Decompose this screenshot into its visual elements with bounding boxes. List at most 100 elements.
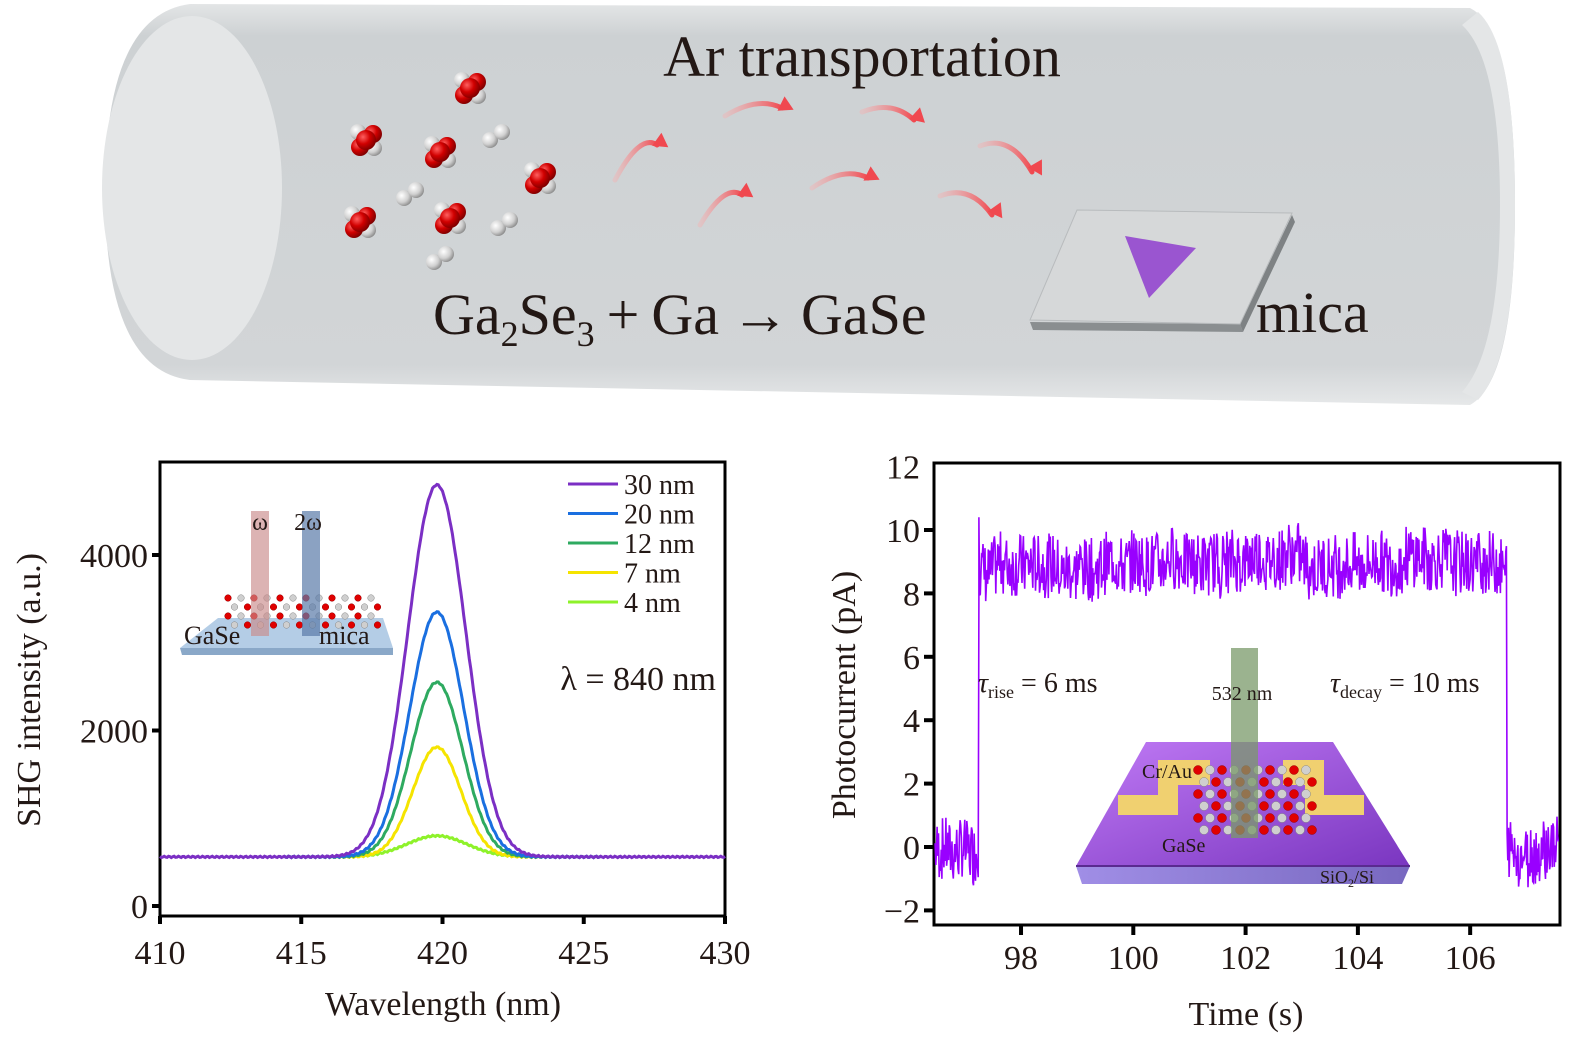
y-tick-label: 0: [903, 830, 920, 867]
ga-atom: [289, 612, 297, 620]
reaction-arrow-icon: →: [731, 282, 789, 347]
legend-label: 30 nm: [624, 470, 695, 501]
reactant-ga-metal: Ga: [651, 282, 719, 347]
ga-atom: [341, 594, 349, 602]
ga-atom: [282, 603, 291, 611]
se-atom: [328, 612, 336, 620]
y-tick-label: 12: [886, 450, 920, 487]
ga-atom: [237, 612, 245, 620]
se-atom: [1307, 825, 1317, 835]
se-atom: [276, 612, 284, 620]
legend-label: 7 nm: [624, 559, 681, 590]
ga-atom: [1199, 801, 1209, 811]
omega-label: ω: [252, 510, 268, 536]
wavelength-annotation: λ = 840 nm: [560, 661, 716, 698]
ga2se3-molecule: [344, 206, 376, 238]
se-atom: [373, 603, 382, 611]
se-atom: [1193, 789, 1203, 799]
subscript-2: 2: [501, 314, 519, 354]
ga-atom: [341, 612, 349, 620]
se-atom: [1307, 801, 1317, 811]
photocurrent-chart: 98 100 102 104 106 −2 0 2 4 6 8 10 12 Photocurrent (…: [826, 450, 1562, 1033]
ga-atom: [334, 621, 343, 629]
x-tick-label: 415: [276, 935, 327, 972]
ga-atom: [1199, 777, 1209, 787]
x-tick-label: 102: [1220, 940, 1271, 977]
ga-atom-pair: [490, 212, 518, 236]
substrate-sio: SiO: [1320, 867, 1348, 887]
flow-arrow-icon: [697, 182, 754, 228]
x-tick-label: 104: [1332, 940, 1383, 977]
photocurrent-ylabel: Photocurrent (pA): [826, 571, 863, 819]
se-atom: [347, 603, 356, 611]
reaction-equation: Ga2Se3 + Ga → GaSe: [433, 282, 927, 354]
substrate-si: /Si: [1354, 867, 1374, 887]
ga-atom: [1277, 813, 1287, 823]
se-atom: [1265, 789, 1275, 799]
ga2se3-molecule: [524, 162, 556, 194]
x-tick-label: 420: [417, 935, 468, 972]
se-atom: [1259, 801, 1269, 811]
shg-series-30nm: [159, 482, 726, 860]
se-atom: [1217, 789, 1227, 799]
laser-beam: [1231, 648, 1258, 838]
ga2se3-molecule: [434, 202, 466, 234]
se-atom: [373, 621, 382, 629]
y-tick-label: 4: [903, 703, 920, 740]
ga-atom: [1271, 825, 1281, 835]
channel-label: GaSe: [1162, 835, 1205, 857]
se-atom: [1211, 777, 1221, 787]
tau-rise-symbol: τ: [978, 668, 989, 699]
se-atom: [295, 621, 304, 629]
ga-atom: [1301, 813, 1311, 823]
flow-arrow-icon: [809, 166, 880, 191]
decay-time-annotation: τdecay = 10 ms: [1330, 668, 1479, 702]
se-atom: [1307, 777, 1317, 787]
ga-atom: [1205, 789, 1215, 799]
ga-atom: [1271, 777, 1281, 787]
sio2-si-substrate-base: [1076, 866, 1410, 884]
se-atom: [328, 594, 336, 602]
gase-lattice: [224, 594, 382, 629]
rise-subscript: rise: [988, 682, 1014, 702]
shg-chart: 410 415 420 425 430 0 2000 4000 SHG intensity (…: [11, 460, 751, 1023]
ga-atom: [282, 621, 291, 629]
rise-time-annotation: τrise = 6 ms: [978, 668, 1098, 702]
x-tick-label: 106: [1445, 940, 1496, 977]
precursor-molecules: [344, 72, 556, 270]
se-atom: [269, 603, 278, 611]
ga-atom: [1205, 765, 1215, 775]
se-atom: [276, 594, 284, 602]
ga-atom: [230, 603, 239, 611]
ga-atom: [1295, 801, 1305, 811]
flow-arrow-icon: [859, 105, 925, 123]
electrode-label: Cr/Au: [1142, 761, 1192, 783]
x-tick-label: 100: [1108, 940, 1159, 977]
ga-atom: [367, 612, 375, 620]
se-atom: [354, 612, 362, 620]
y-tick-label: 4000: [80, 538, 148, 575]
substrate-label: SiO2/Si: [1320, 867, 1374, 890]
ga-atom: [1295, 777, 1305, 787]
se-atom: [321, 621, 330, 629]
gas-flow-arrows: [612, 96, 1043, 228]
ga2se3-molecule: [424, 136, 456, 168]
x-tick-label: 410: [135, 935, 186, 972]
device-inset-schematic: 532 nm Cr/Au GaSe SiO2/Si: [1076, 648, 1410, 890]
substrate-subscript: 2: [1348, 876, 1354, 890]
se-atom: [1289, 789, 1299, 799]
legend-label: 20 nm: [624, 500, 695, 531]
furnace-tube-schematic: Ar transportation Ga2Se3 + Ga → GaSe mica: [102, 4, 1515, 405]
se-atom: [295, 603, 304, 611]
left-electrode: [1118, 760, 1210, 815]
mica-label: mica: [1256, 280, 1369, 345]
y-tick-label: 0: [131, 889, 148, 926]
se-atom: [1259, 777, 1269, 787]
ga-atom: [230, 621, 239, 629]
decay-subscript: decay: [1340, 682, 1382, 702]
shg-series-7nm: [328, 745, 542, 860]
se-atom: [1289, 813, 1299, 823]
shg-beam: [302, 511, 320, 636]
y-tick-label: 8: [903, 576, 920, 613]
